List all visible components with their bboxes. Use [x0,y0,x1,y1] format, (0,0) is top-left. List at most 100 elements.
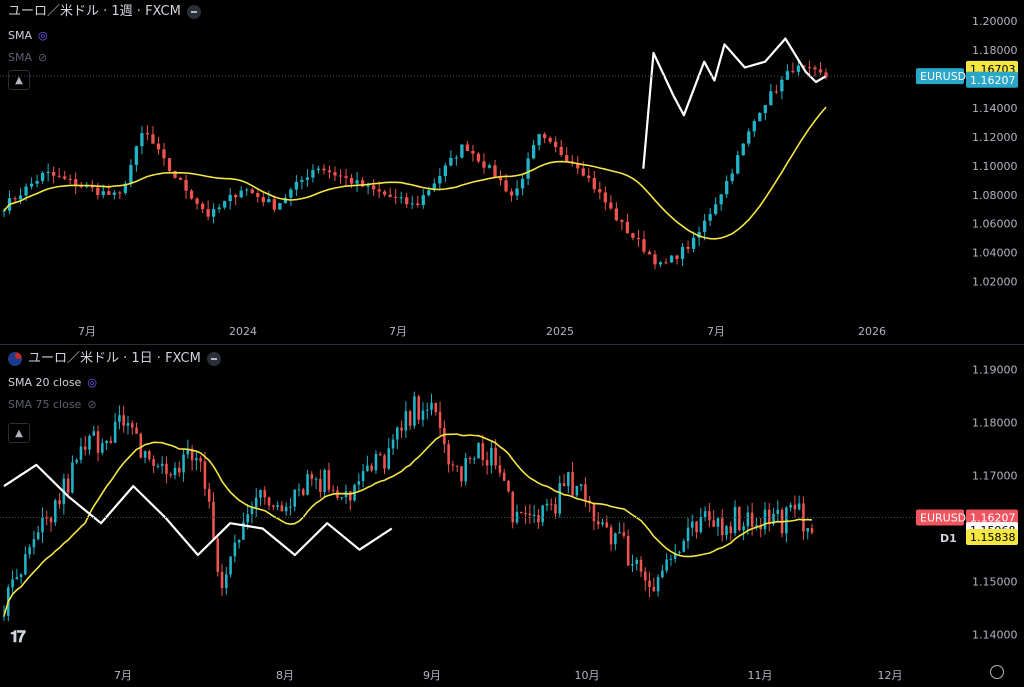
candle-body [112,192,116,195]
candle-body [432,183,436,191]
candle-body [331,489,335,491]
candle-body [476,153,481,162]
candle-body [301,489,305,495]
candle-body [421,410,425,420]
candle-body [824,72,828,77]
candle-body [584,484,587,501]
candle-body [725,180,729,195]
time-scale-label: 10月 [575,669,600,682]
eye-off-icon[interactable]: ⊘ [87,398,97,411]
candle-body [148,451,151,460]
candle-body [747,131,751,144]
candle-body [283,197,288,203]
daily-symbol-title[interactable]: ユーロ／米ドル · 1日 · FXCM [28,351,201,366]
candle-body [541,505,544,523]
candle-body [653,254,657,265]
indicator-row-sma75-hidden[interactable]: SMA 75 close ⊘ [8,397,221,413]
candle-body [592,178,596,190]
candle-body [35,181,39,184]
candle-body [234,194,238,198]
candle-body [502,472,506,481]
candle-body [156,465,160,467]
candle-body [118,415,121,422]
candle-body [575,485,579,496]
time-scale-label: 2026 [858,325,886,338]
candle-body [259,490,262,498]
time-scale-label: 7月 [389,325,407,338]
candle-body [642,239,646,252]
candle-body [796,65,801,72]
candle-body [400,427,403,431]
candle-body [443,428,446,445]
candle-body [199,458,202,462]
candle-body [40,172,45,182]
candle-body [105,440,108,444]
candle-body [46,171,50,173]
candle-body [579,484,583,486]
more-menu-icon[interactable] [206,352,221,366]
more-menu-icon[interactable] [186,5,201,19]
time-scale-label: 11月 [748,669,773,682]
candle-body [383,191,387,195]
candle-body [254,497,258,508]
candle-body [207,488,211,502]
weekly-chart[interactable]: 1.200001.180001.160001.140001.120001.100… [0,0,1024,343]
candle-body [143,451,147,458]
candle-body [399,197,403,199]
candle-body [206,209,210,217]
candle-body [256,193,260,198]
eye-off-icon[interactable]: ⊘ [38,51,48,64]
candle-body [767,509,771,525]
candle-body [200,203,205,210]
indicator-row-sma[interactable]: SMA ◎ [8,28,201,44]
candle-body [691,521,694,528]
candle-body [537,134,541,146]
candle-body [511,491,515,523]
candle-body [29,183,34,187]
weekly-chart-pane[interactable]: 1.200001.180001.160001.140001.120001.100… [0,0,1024,343]
candle-body [189,190,194,199]
candle-body [66,478,70,493]
candle-body [340,497,344,499]
candle-body [515,511,519,523]
indicator-row-sma20[interactable]: SMA 20 close ◎ [8,375,221,391]
candle-body [481,443,485,461]
chevron-up-icon[interactable]: ▲ [8,70,30,90]
daily-chart-pane[interactable]: 1.190001.180001.170001.160001.150001.140… [0,344,1024,687]
candle-body [57,175,61,177]
candle-body [601,522,604,525]
candle-body [13,198,17,200]
candle-body [464,458,467,482]
candle-body [549,503,553,505]
price-scale-label: 1.20000 [972,15,1018,28]
candle-body [493,165,497,178]
spinner-icon[interactable]: ◎ [38,29,48,42]
candle-body [565,154,569,162]
candle-body [643,571,647,581]
candle-body [36,532,40,540]
candle-body [509,191,514,196]
last-price-tag-bg [966,509,1018,526]
timeframe-label: D1 [940,532,957,545]
candle-body [567,472,570,487]
candle-body [658,262,663,265]
indicator-label: SMA 75 close [8,398,82,411]
tradingview-logo[interactable]: 𝟏𝟕 [10,627,26,646]
candle-body [305,177,310,180]
candle-body [15,577,19,580]
weekly-symbol-title[interactable]: ユーロ／米ドル · 1週 · FXCM [8,4,181,19]
candle-body [554,504,557,514]
candle-body [725,526,728,536]
candle-body [49,517,53,523]
candle-body [96,431,100,453]
candle-body [225,574,228,589]
candle-body [306,474,309,495]
chevron-up-icon[interactable]: ▲ [8,423,30,443]
candle-body [272,505,275,507]
spinner-icon[interactable]: ◎ [87,376,97,389]
candle-body [333,172,337,176]
daily-chart[interactable]: 1.190001.180001.170001.160001.150001.140… [0,345,1024,687]
gear-icon[interactable] [990,665,1004,679]
indicator-row-sma-hidden[interactable]: SMA ⊘ [8,50,201,66]
candle-body [246,514,249,523]
